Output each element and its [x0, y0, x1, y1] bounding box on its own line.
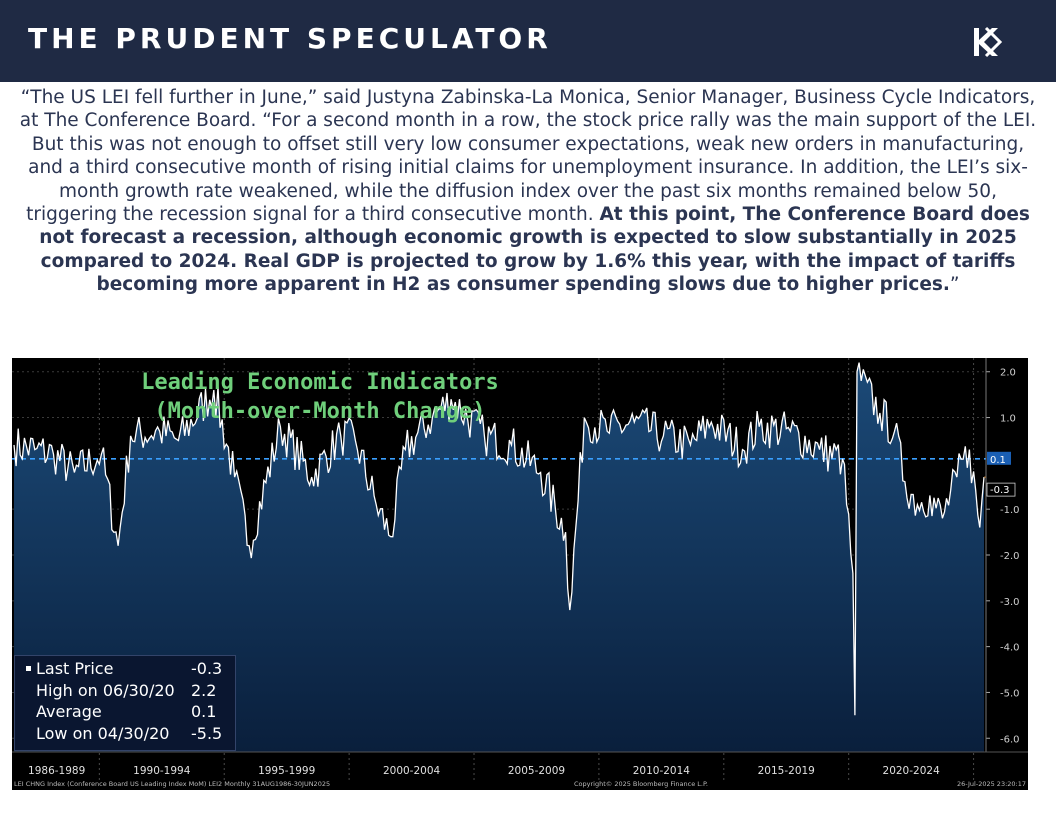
- quote-text: “The US LEI fell further in June,” said …: [19, 87, 1037, 226]
- average-flag: [987, 451, 1011, 465]
- x-period-label: 2020-2024: [883, 765, 941, 777]
- average-flag-label: 0.1: [990, 455, 1006, 466]
- y-tick-label: 2.0: [1000, 368, 1016, 379]
- last-value-label: -0.3: [990, 485, 1010, 496]
- stat-row-average: Average 0.1: [15, 701, 235, 723]
- y-tick-label: 1.0: [1000, 414, 1016, 425]
- y-tick-label: -3.0: [1000, 597, 1020, 608]
- footer-timestamp: 26-Jul-2025 23:20:17: [957, 780, 1026, 788]
- y-tick-label: -6.0: [1000, 734, 1020, 745]
- x-period-label: 2005-2009: [508, 765, 565, 777]
- stats-legend: Last Price -0.3 High on 06/30/20 2.2 Avera…: [14, 655, 236, 751]
- x-period-label: 2010-2014: [633, 765, 691, 777]
- chart-title: Leading Economic Indicators (Month-over-…: [0, 368, 640, 426]
- header-bar: THE PRUDENT SPECULATOR: [0, 0, 1056, 82]
- footer-copyright: Copyright© 2025 Bloomberg Finance L.P.: [574, 780, 708, 788]
- stat-row-low: Low on 04/30/20 -5.5: [15, 723, 235, 745]
- x-period-label: 2000-2004: [383, 765, 441, 777]
- chart-title-line1: Leading Economic Indicators: [141, 370, 499, 395]
- brand-title: THE PRUDENT SPECULATOR: [28, 22, 552, 55]
- quote-paragraph: “The US LEI fell further in June,” said …: [12, 86, 1044, 297]
- y-tick-label: -2.0: [1000, 551, 1020, 562]
- x-period-label: 1995-1999: [258, 765, 315, 777]
- y-tick-label: -5.0: [1000, 688, 1020, 699]
- stat-value: -0.3: [191, 659, 223, 678]
- stat-label: Low on 04/30/20: [36, 723, 170, 743]
- y-tick-label: -4.0: [1000, 643, 1020, 654]
- series-line: [13, 362, 985, 716]
- stat-label: Average: [36, 702, 102, 721]
- quote-close: ”: [949, 274, 960, 296]
- tps-logo-icon: [974, 26, 1003, 58]
- stat-label: High on 06/30/20: [36, 680, 175, 700]
- footer-source: LEI CHNG Index (Conference Board US Lead…: [14, 780, 330, 788]
- last-value-flag: [986, 482, 1016, 497]
- y-tick-label: -1.0: [1000, 505, 1020, 516]
- x-period-label: 1986-1989: [28, 765, 85, 777]
- chart-title-line2: (Month-over-Month Change): [154, 399, 486, 424]
- legend-bullet-icon: [26, 666, 31, 671]
- x-period-label: 2015-2019: [758, 765, 815, 777]
- stat-row-last: Last Price -0.3: [15, 658, 235, 680]
- stat-value: -5.5: [191, 723, 223, 743]
- stat-value: 0.1: [191, 702, 217, 721]
- stat-value: 2.2: [191, 680, 217, 700]
- quote-bold-text: At this point, The Conference Board does…: [39, 204, 1030, 296]
- stat-label: Last Price: [36, 659, 114, 678]
- x-period-label: 1990-1994: [133, 765, 191, 777]
- stat-row-high: High on 06/30/20 2.2: [15, 680, 235, 702]
